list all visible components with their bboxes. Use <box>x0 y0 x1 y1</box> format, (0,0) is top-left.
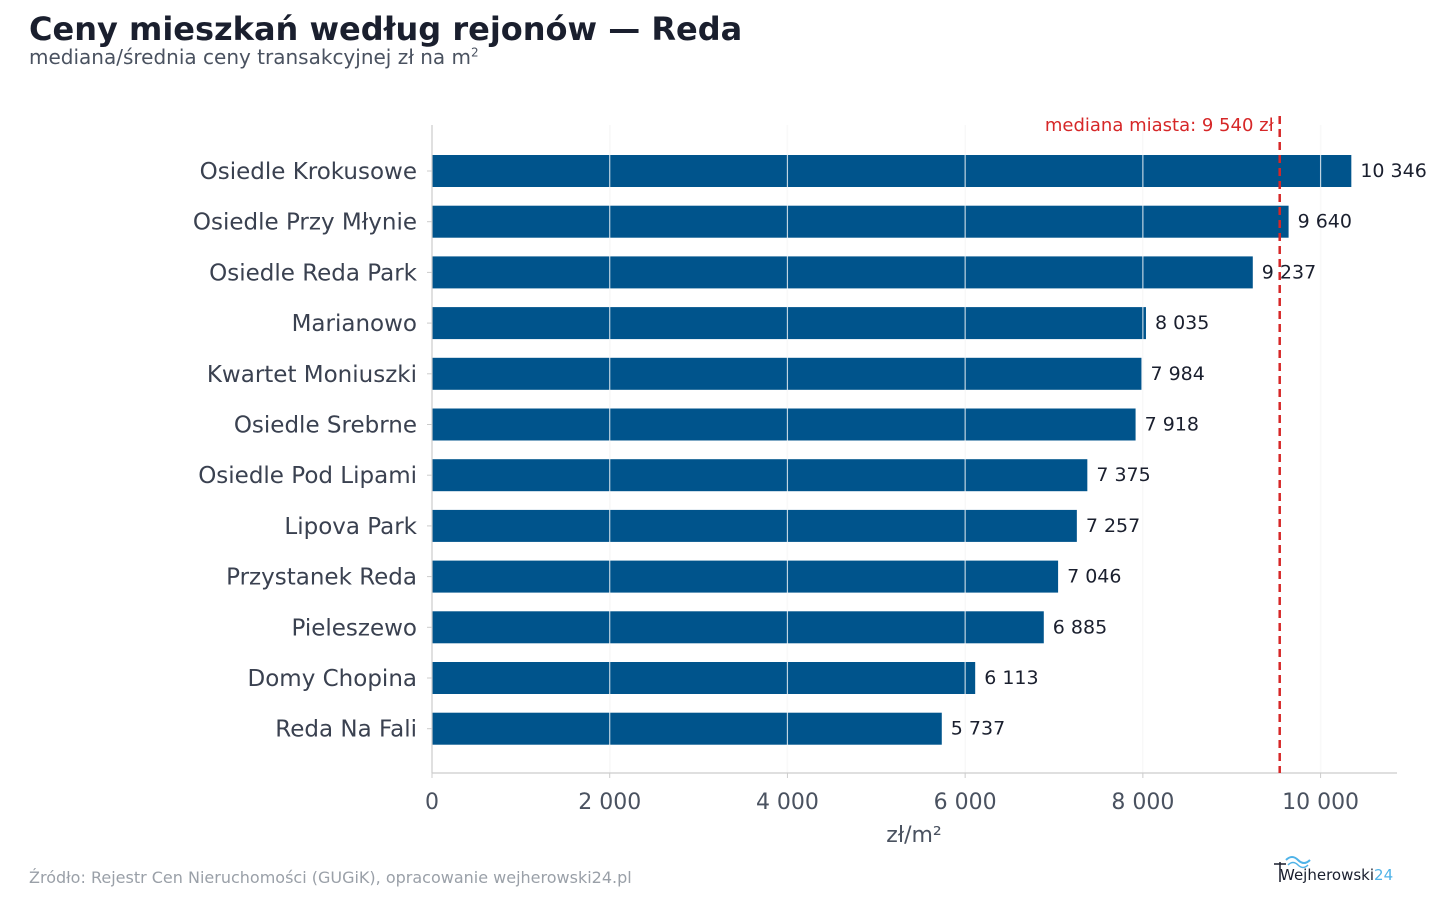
logo-number: 24 <box>1374 866 1394 884</box>
x-axis-label: zł/m² <box>886 823 941 848</box>
category-label: Osiedle Przy Młynie <box>193 210 417 236</box>
value-label: 7 046 <box>1067 566 1121 588</box>
value-label: 7 918 <box>1145 414 1199 436</box>
x-tick-label: 2 000 <box>578 790 641 815</box>
x-tick-label: 6 000 <box>934 790 997 815</box>
category-label: Pieleszewo <box>291 615 417 641</box>
bar <box>432 357 1142 390</box>
x-tick-label: 0 <box>425 790 439 815</box>
logo-wave-icon <box>1274 856 1311 882</box>
bar <box>432 408 1136 441</box>
subtitle-superscript: 2 <box>471 45 479 60</box>
axes: 0 2 000 4 000 6 000 8 000 10 000 zł/m² <box>425 125 1397 848</box>
value-label: 6 113 <box>984 667 1038 689</box>
value-label: 10 346 <box>1360 160 1426 182</box>
value-label: 7 984 <box>1150 363 1204 385</box>
bar <box>432 662 976 694</box>
bars <box>432 155 1352 745</box>
bar <box>432 560 1059 593</box>
bar <box>432 509 1077 542</box>
category-label: Osiedle Pod Lipami <box>198 463 417 489</box>
value-label: 6 885 <box>1053 616 1107 638</box>
bar <box>432 256 1253 289</box>
category-label: Kwartet Moniuszki <box>207 362 417 388</box>
value-label: 7 375 <box>1096 464 1150 486</box>
x-tick-label: 4 000 <box>756 790 819 815</box>
value-label: 5 737 <box>951 718 1005 740</box>
bar <box>432 307 1146 340</box>
median-label: mediana miasta: 9 540 zł <box>1045 115 1275 136</box>
bar <box>432 155 1352 187</box>
value-label: 8 035 <box>1155 312 1209 334</box>
category-label: Osiedle Srebrne <box>234 413 417 439</box>
value-label: 9 640 <box>1298 211 1352 233</box>
brand-logo: Wejherowski24 <box>1268 850 1413 890</box>
bar <box>432 459 1088 492</box>
logo-name: Wejherowski <box>1280 866 1375 884</box>
labels: Osiedle Krokusowe 10 346 Osiedle Przy Młyn… <box>193 159 1427 743</box>
chart-title: Ceny mieszkań według rejonów — Reda <box>29 10 743 48</box>
category-label: Domy Chopina <box>248 666 417 692</box>
category-label: Przystanek Reda <box>226 565 417 591</box>
category-label: Lipova Park <box>284 514 417 540</box>
bar <box>432 205 1289 238</box>
category-label: Osiedle Krokusowe <box>200 159 417 185</box>
value-label: 9 237 <box>1262 261 1316 283</box>
x-tick-label: 8 000 <box>1111 790 1174 815</box>
category-label: Osiedle Reda Park <box>209 260 418 286</box>
x-tick-label: 10 000 <box>1282 790 1359 815</box>
median-reference: mediana miasta: 9 540 zł <box>1045 115 1281 773</box>
category-label: Reda Na Fali <box>275 717 417 743</box>
logo-text: Wejherowski24 <box>1280 866 1393 884</box>
value-label: 7 257 <box>1086 515 1140 537</box>
category-label: Marianowo <box>292 311 417 337</box>
bar <box>432 712 942 745</box>
bar <box>432 611 1044 644</box>
subtitle-text: mediana/średnia ceny transakcyjnej zł na… <box>29 45 472 69</box>
grid-overlay <box>609 125 1322 773</box>
source-note: Źródło: Rejestr Cen Nieruchomości (GUGiK… <box>29 868 632 887</box>
chart-subtitle: mediana/średnia ceny transakcyjnej zł na… <box>29 45 479 69</box>
